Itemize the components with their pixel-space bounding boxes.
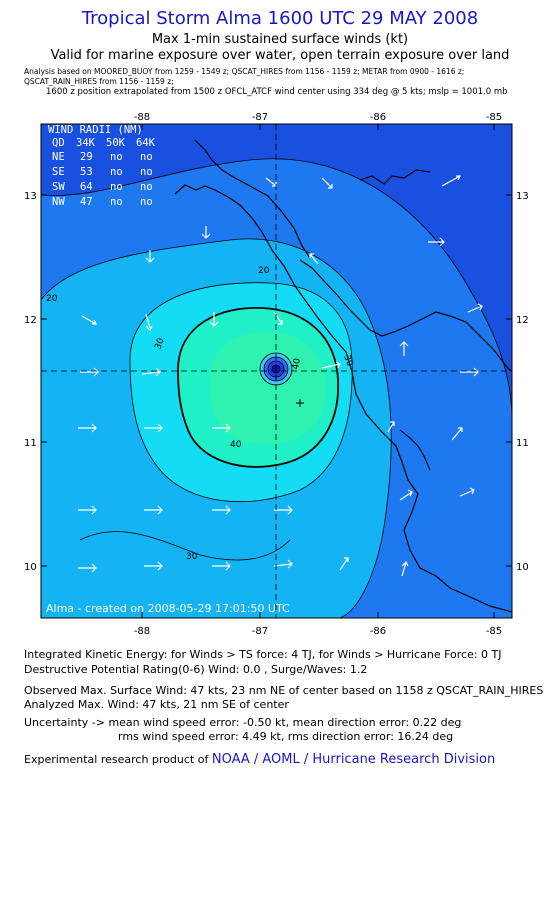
gulf-fonseca-coast <box>194 139 311 259</box>
coastline-east <box>299 259 512 373</box>
svg-text:34K: 34K <box>76 137 96 149</box>
svg-text:53: 53 <box>80 166 93 178</box>
contour-label: 40 <box>291 357 303 370</box>
lon-tick-top: -85 <box>486 112 502 123</box>
coastline <box>174 184 512 613</box>
map-credit: Alma - created on 2008-05-29 17:01:50 UT… <box>46 602 290 615</box>
contour-label: 20 <box>46 294 58 304</box>
subtitle-validity: Valid for marine exposure over water, op… <box>50 48 510 63</box>
svg-text:no: no <box>140 196 153 208</box>
svg-text:NE: NE <box>52 151 65 163</box>
max-wind-marker <box>296 399 304 407</box>
svg-text:29: 29 <box>80 151 93 163</box>
contour-label: 20 <box>258 266 270 276</box>
svg-text:no: no <box>110 181 123 193</box>
lon-tick-bottom: -85 <box>486 626 502 637</box>
svg-text:50K: 50K <box>106 137 126 149</box>
svg-text:no: no <box>110 166 123 178</box>
lat-tick-left: 10 <box>24 562 37 573</box>
svg-text:no: no <box>140 181 153 193</box>
lon-tick-top: -88 <box>134 112 150 123</box>
hrd-link[interactable]: NOAA / AOML / Hurricane Research Divisio… <box>211 752 496 767</box>
contour-label: 30 <box>153 337 166 351</box>
uncertainty-line-1: Uncertainty -> mean wind speed error: -0… <box>24 716 462 729</box>
analysis-line-2: QSCAT_RAIN_HIRES from 1156 - 1159 z; <box>24 77 174 86</box>
analyzed-max-line: Analyzed Max. Wind: 47 kts, 21 nm SE of … <box>24 698 289 711</box>
wind-field-map: WIND RADII (NM) QD 34K 50K 64K NE 29 no … <box>24 112 529 637</box>
observed-max-line: Observed Max. Surface Wind: 47 kts, 23 n… <box>24 684 544 697</box>
wind-radii-title: WIND RADII (NM) <box>48 124 143 136</box>
lat-tick-left: 11 <box>24 438 37 449</box>
wind-max <box>210 331 327 445</box>
wind-vectors <box>78 175 483 577</box>
contour-label: 40 <box>230 440 242 450</box>
lon-tick-bottom: -86 <box>370 626 386 637</box>
svg-text:no: no <box>140 166 153 178</box>
page-title: Tropical Storm Alma 1600 UTC 29 MAY 2008 <box>81 8 479 29</box>
svg-text:no: no <box>140 151 153 163</box>
svg-text:no: no <box>110 151 123 163</box>
contour-label: 30 <box>186 552 198 562</box>
lat-tick-right: 13 <box>516 191 529 202</box>
uncertainty-line-2: rms wind speed error: 4.49 kt, rms direc… <box>118 730 454 743</box>
wind-radii-table: WIND RADII (NM) QD 34K 50K 64K NE 29 no … <box>48 124 156 208</box>
lon-tick-top: -87 <box>252 112 268 123</box>
svg-text:64K: 64K <box>136 137 156 149</box>
lat-tick-right: 10 <box>516 562 529 573</box>
lat-tick-left: 12 <box>24 315 37 326</box>
analysis-line-1: Analysis based on MOORED_BUOY from 1259 … <box>24 67 465 76</box>
dpr-line: Destructive Potential Rating(0-6) Wind: … <box>24 663 368 676</box>
svg-text:NW: NW <box>52 196 65 208</box>
svg-text:no: no <box>110 196 123 208</box>
lat-tick-right: 12 <box>516 315 529 326</box>
svg-text:SW: SW <box>52 181 65 193</box>
lon-tick-top: -86 <box>370 112 386 123</box>
contour-label: 30 <box>341 354 354 368</box>
wind-contours <box>41 124 512 618</box>
svg-text:64: 64 <box>80 181 93 193</box>
product-prefix: Experimental research product of <box>24 753 209 766</box>
lat-tick-right: 11 <box>516 438 529 449</box>
subtitle-wind-type: Max 1-min sustained surface winds (kt) <box>151 32 409 47</box>
lat-tick-left: 13 <box>24 191 37 202</box>
lon-tick-bottom: -88 <box>134 626 150 637</box>
map-frame <box>40 123 513 619</box>
ike-line: Integrated Kinetic Energy: for Winds > T… <box>24 648 502 661</box>
svg-text:SE: SE <box>52 166 65 178</box>
svg-text:QD: QD <box>52 137 65 149</box>
svg-text:47: 47 <box>80 196 93 208</box>
lon-tick-bottom: -87 <box>252 626 268 637</box>
position-line: 1600 z position extrapolated from 1500 z… <box>46 87 508 97</box>
